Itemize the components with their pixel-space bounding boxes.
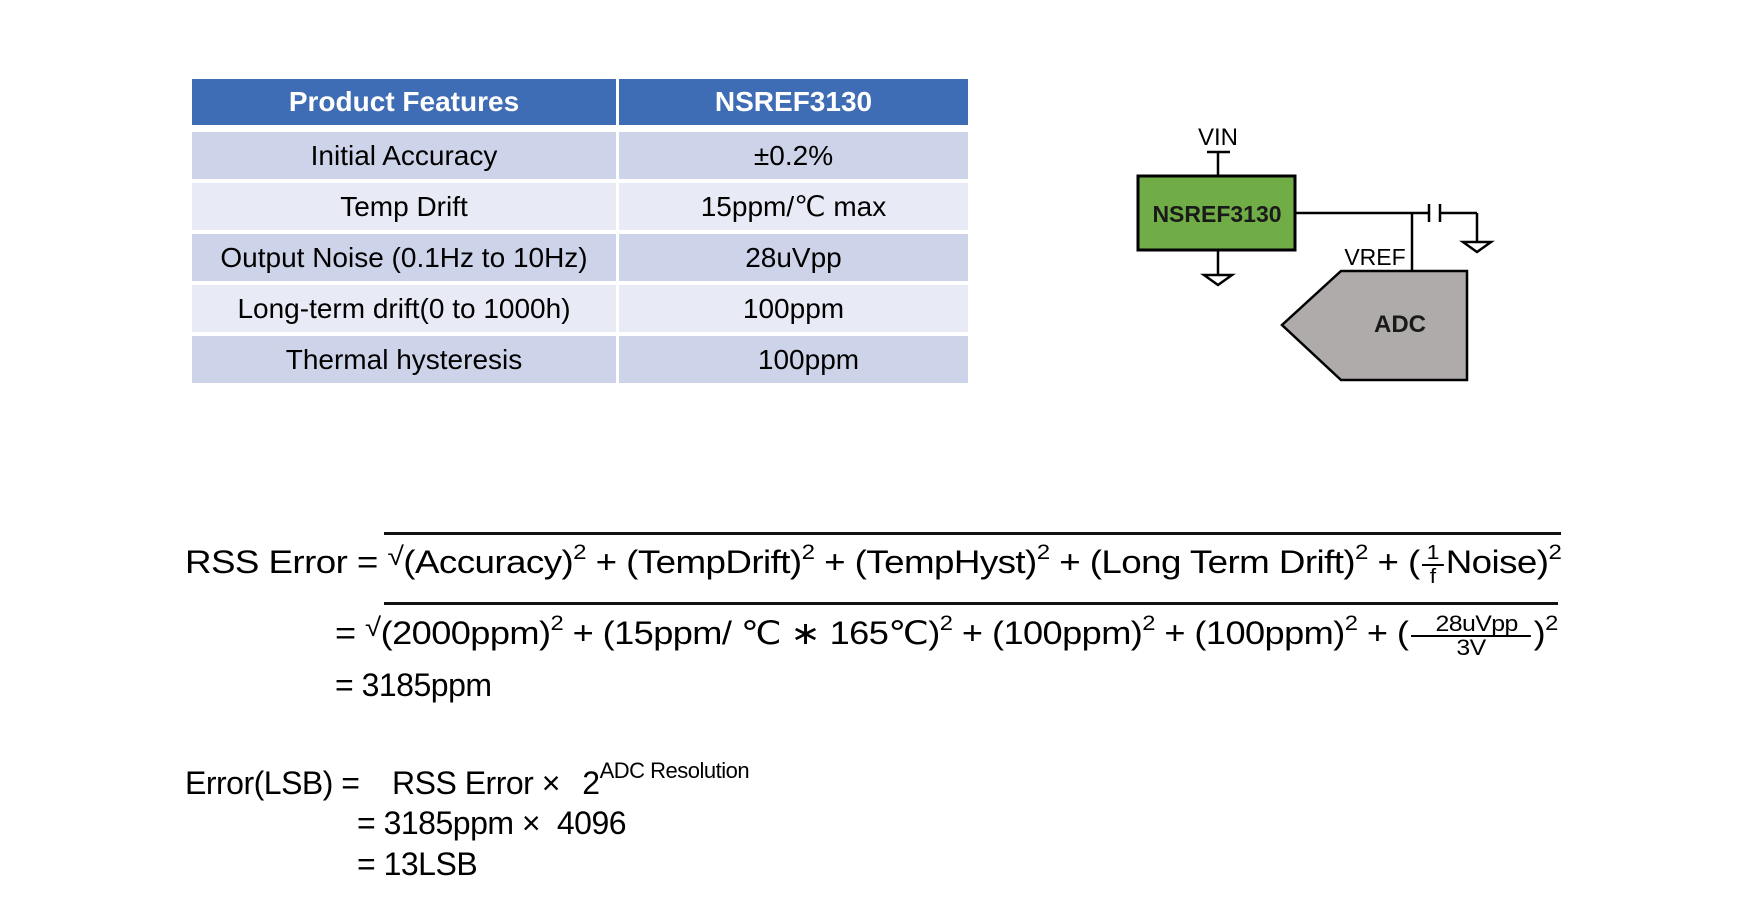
denominator: f — [1429, 565, 1436, 588]
equals: = — [356, 544, 378, 580]
feature-cell: Initial Accuracy — [192, 132, 616, 179]
features-table: Product Features NSREF3130 Initial Accur… — [192, 79, 968, 387]
plus: + — [595, 544, 617, 580]
exponent: 2 — [939, 612, 953, 635]
table-row: Thermal hysteresis 100ppm — [192, 336, 968, 383]
adc-block — [1280, 269, 1469, 382]
term: (15ppm/ ℃ ∗ 165℃) — [602, 615, 941, 651]
term: Noise) — [1445, 544, 1549, 580]
base-two: 2 — [582, 765, 600, 801]
plus: + — [572, 615, 594, 651]
rss-lhs: RSS Error — [185, 544, 348, 580]
term: (2000ppm) — [380, 615, 551, 651]
term: (100ppm) — [1194, 615, 1345, 651]
adc-label: ADC — [1374, 311, 1426, 338]
header-nsref3130: NSREF3130 — [619, 79, 968, 125]
value-cell: 100ppm — [619, 336, 968, 383]
lsb-line-1: RSS Error × 2ADC Resolution — [392, 760, 750, 802]
value-cell: 28uVpp — [619, 234, 968, 281]
term: (TempDrift) — [626, 544, 802, 580]
table-row: Output Noise (0.1Hz to 10Hz) 28uVpp — [192, 234, 968, 281]
exponent: 2 — [1344, 612, 1358, 635]
noise-fraction: 28uVpp 3V — [1410, 612, 1532, 660]
term: (100ppm) — [991, 615, 1143, 651]
plus: + — [1164, 615, 1185, 651]
paren: ( — [1408, 544, 1420, 580]
feature-cell: Temp Drift — [192, 183, 616, 230]
ground-icon — [1200, 273, 1236, 287]
plus: + — [1377, 544, 1399, 580]
term: (Accuracy) — [403, 544, 574, 580]
table-row: Initial Accuracy ±0.2% — [192, 132, 968, 179]
equals: = — [335, 615, 356, 651]
rss-error-times: RSS Error × — [392, 765, 560, 801]
lsb-line-2: = 3185ppm × 4096 — [357, 805, 627, 841]
ground-icon — [1459, 240, 1495, 254]
plus: + — [1366, 615, 1388, 651]
value-cell: 15ppm/℃ max — [619, 183, 968, 230]
rss-formula-line: RSS Error = √(Accuracy)2 + (TempDrift)2 … — [185, 541, 1562, 588]
rss-values-line: = √(2000ppm)2 + (15ppm/ ℃ ∗ 165℃)2 + (10… — [335, 612, 1558, 659]
rss-result: = 3185ppm — [335, 667, 492, 703]
exponent: 2 — [1355, 541, 1368, 564]
value-cell: ±0.2% — [619, 132, 968, 179]
header-product-features: Product Features — [192, 79, 616, 125]
wires — [1207, 150, 1479, 275]
numerator: 28uVpp — [1410, 612, 1532, 637]
nsref3130-chip — [1136, 174, 1297, 252]
term: (Long Term Drift) — [1089, 544, 1356, 580]
exponent: 2 — [1142, 612, 1155, 635]
sqrt-overbar — [384, 602, 1558, 605]
exponent: 2 — [1036, 541, 1050, 564]
lsb-lhs: Error(LSB) = — [185, 765, 360, 801]
term: (TempHyst) — [854, 544, 1038, 580]
chip-label: NSREF3130 — [1152, 201, 1281, 227]
exponent: 2 — [801, 541, 815, 564]
paren: ) — [1533, 615, 1546, 651]
paren: ( — [1396, 615, 1409, 651]
exponent-adc-resolution: ADC Resolution — [599, 758, 750, 783]
numerator: 1 — [1422, 542, 1444, 566]
sqrt-overbar — [384, 532, 1561, 535]
feature-cell: Output Noise (0.1Hz to 10Hz) — [192, 234, 616, 281]
table-row: Temp Drift 15ppm/℃ max — [192, 183, 968, 230]
vref-label: VREF — [1344, 244, 1405, 270]
exponent: 2 — [573, 541, 587, 564]
feature-cell: Thermal hysteresis — [192, 336, 616, 383]
exponent: 2 — [1548, 541, 1562, 564]
plus: + — [1059, 544, 1081, 580]
feature-cell: Long-term drift(0 to 1000h) — [192, 285, 616, 332]
denominator: 3V — [1456, 634, 1486, 660]
vin-label: VIN — [1198, 124, 1238, 151]
plus: + — [824, 544, 845, 580]
exponent: 2 — [550, 612, 564, 635]
exponent: 2 — [1545, 612, 1558, 635]
table-row: Long-term drift(0 to 1000h) 100ppm — [192, 285, 968, 332]
value-cell: 100ppm — [619, 285, 968, 332]
sqrt-symbol: √ — [387, 541, 404, 571]
table-header-row: Product Features NSREF3130 — [192, 79, 968, 125]
lsb-line-3: = 13LSB — [357, 846, 478, 882]
sqrt-symbol: √ — [365, 612, 381, 642]
plus: + — [961, 615, 983, 651]
